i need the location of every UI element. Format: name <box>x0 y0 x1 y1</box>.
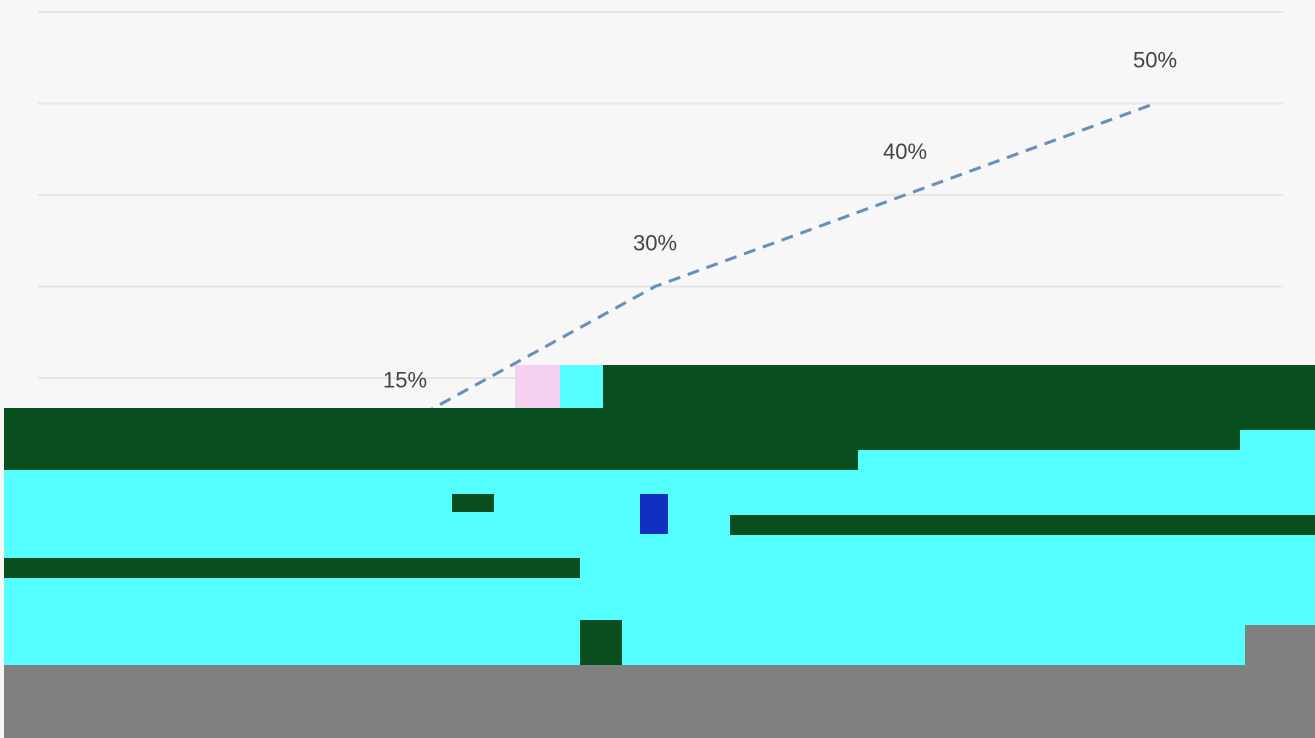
glitch-block <box>1240 430 1315 450</box>
data-label: 30% <box>633 230 677 255</box>
data-label: 15% <box>383 368 427 393</box>
glitch-block <box>580 620 622 665</box>
glitch-block <box>515 365 560 410</box>
glitch-block <box>4 558 580 578</box>
line <box>404 102 1156 426</box>
corrupted-overlay <box>4 365 1315 738</box>
data-label: 50% <box>1133 47 1177 72</box>
glitch-block <box>730 515 1315 535</box>
glitch-block <box>858 450 1315 470</box>
glitch-block <box>1245 625 1315 665</box>
glitch-block <box>452 494 494 512</box>
data-label: 40% <box>883 139 927 164</box>
glitch-block <box>640 494 668 534</box>
glitch-block <box>603 365 1315 410</box>
glitch-block <box>560 365 603 410</box>
glitch-block <box>4 665 1315 738</box>
